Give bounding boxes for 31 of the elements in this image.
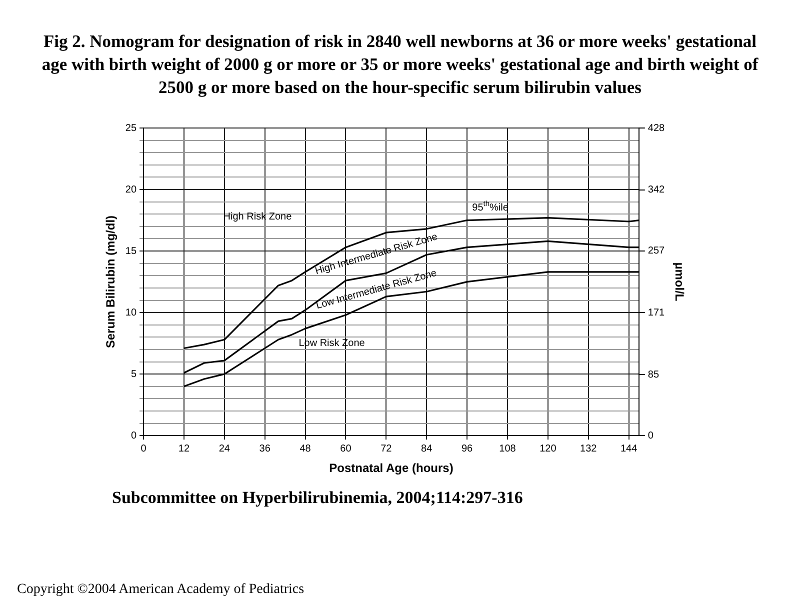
x-tick-label: 48	[300, 443, 312, 454]
y-tick-label: 0	[130, 430, 137, 442]
y2-axis-title: µmol/L	[672, 262, 686, 302]
y-tick-label: 25	[125, 122, 137, 134]
text: Subcommittee on Hyperbilirubinemia, 2004;114:297-316	[112, 488, 524, 508]
y2-tick-label: 342	[648, 184, 666, 196]
x-tick-label: 120	[540, 443, 557, 454]
text: Copyright ©2004 American Academy of Pediatrics	[17, 582, 304, 598]
x-tick-label: 96	[461, 443, 474, 454]
y2-tick-label: 0	[648, 430, 654, 442]
y2-tick-label: 428	[648, 122, 666, 134]
chart-title: Fig 2. Nomogram for designation of risk in 2840 well newborns at 36 or more weeks' gestational age with birth weight of 2000 g or more or 35 or more weeks' gestational age and birth weight of 2500 g or more based on the hour-specific serum bilirubin values	[40, 30, 760, 99]
x-tick-label: 108	[499, 443, 516, 454]
x-tick-label: 0	[140, 443, 147, 454]
y-axis-title: Serum Bilirubin (mg/dl)	[104, 215, 118, 348]
x-tick-label: 144	[620, 443, 638, 454]
x-tick-label: 24	[218, 443, 230, 454]
y2-tick-label: 85	[648, 369, 660, 380]
x-tick-label: 72	[380, 443, 392, 454]
x-tick-label: 12	[178, 443, 190, 454]
x-tick-label: 84	[421, 443, 433, 454]
y-tick-label: 15	[125, 246, 137, 257]
y2-tick-label: 171	[648, 307, 666, 318]
x-tick-label: 60	[340, 443, 352, 454]
y-tick-label: 10	[125, 307, 137, 318]
x-tick-label: 132	[580, 443, 598, 454]
y2-tick-label: 257	[648, 246, 666, 257]
x-tick-label: 36	[259, 443, 271, 454]
y-tick-label: 5	[130, 368, 137, 380]
y-tick-label: 20	[125, 184, 137, 196]
x-axis-title: Postnatal Age (hours)	[329, 461, 454, 476]
